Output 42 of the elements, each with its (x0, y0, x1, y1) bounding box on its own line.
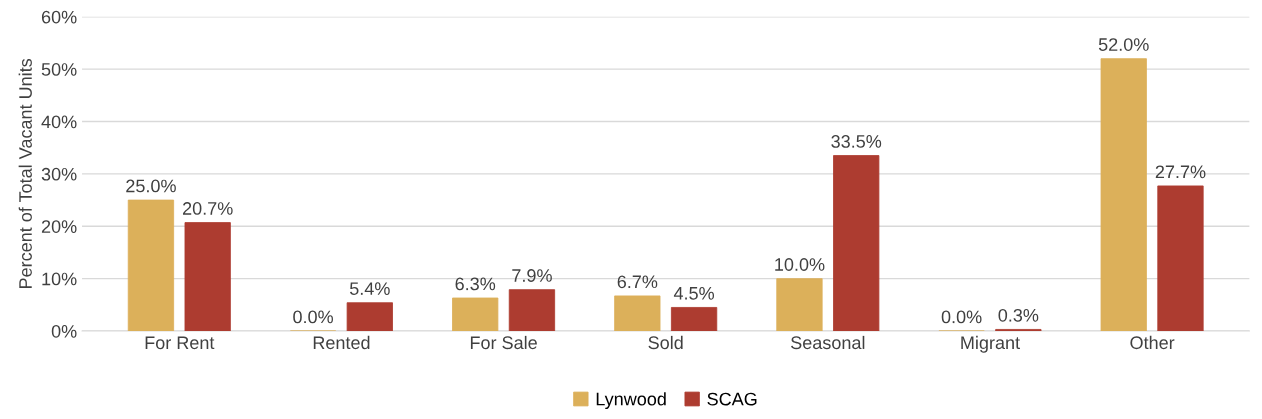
data-label: 52.0% (1098, 38, 1149, 51)
y-tick-label: 20% (41, 220, 77, 233)
bar (670, 307, 718, 332)
data-label: 0.0% (293, 310, 333, 324)
bar (614, 295, 661, 332)
bar (1157, 185, 1204, 332)
data-label: 20.7% (182, 202, 233, 215)
x-tick-label: For Sale (470, 335, 537, 350)
x-tick-label: Rented (313, 335, 370, 350)
bar (1100, 58, 1147, 332)
x-tick-label: Other (1130, 335, 1175, 350)
x-tick-label: Migrant (961, 335, 1020, 353)
bar (346, 302, 393, 332)
data-label: 6.7% (617, 275, 658, 289)
bar (127, 199, 175, 332)
bar (776, 278, 823, 332)
y-tick-label: 10% (42, 272, 77, 286)
y-axis-title: Percent of Total Vacant Units (18, 58, 32, 288)
data-label: 7.9% (512, 269, 552, 282)
bar (452, 297, 499, 332)
y-tick-label: 50% (41, 63, 77, 76)
y-tick-label: 60% (41, 10, 77, 24)
data-label: 0.3% (998, 308, 1039, 322)
x-tick-label: Seasonal (791, 335, 865, 350)
data-label: 6.3% (455, 277, 496, 291)
data-label: 27.7% (1155, 165, 1206, 179)
data-label: 4.5% (673, 287, 715, 300)
y-tick-label: 40% (41, 115, 77, 129)
bar (833, 155, 880, 332)
data-label: 10.0% (775, 258, 825, 271)
bar (508, 289, 556, 332)
legend-label: SCAG (707, 392, 757, 406)
data-label: 5.4% (349, 282, 390, 295)
y-tick-label: 30% (41, 167, 77, 181)
data-label: 33.5% (831, 135, 882, 148)
y-tick-label: 0% (51, 324, 77, 338)
x-tick-label: Sold (648, 335, 683, 350)
legend-label: Lynwood (596, 392, 666, 410)
data-label: 25.0% (126, 179, 176, 193)
bar (184, 222, 231, 332)
x-tick-label: For Rent (145, 336, 215, 350)
data-label: 0.0% (941, 310, 982, 324)
